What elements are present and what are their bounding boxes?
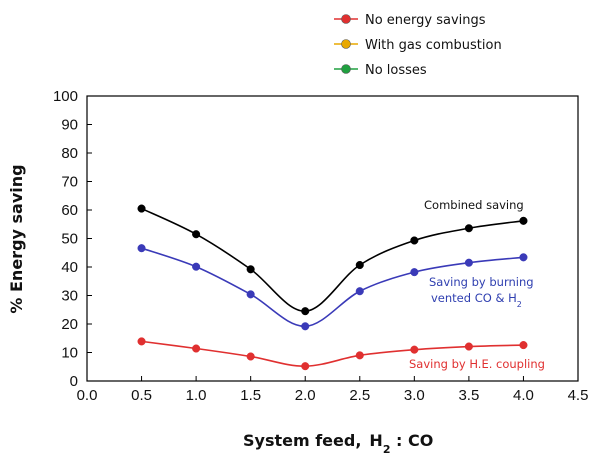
legend-label-no-losses: No losses: [365, 63, 427, 78]
series-group: [137, 204, 528, 371]
annotation-saving-by-he-coupling: Saving by H.E. coupling: [409, 357, 545, 371]
x-tick-label: 2.0: [295, 387, 316, 404]
legend-marker-orange: [341, 39, 351, 49]
series-combined-saving-line: [141, 207, 524, 312]
series-saving-by-burning-point: [301, 322, 310, 331]
y-tick-label: 60: [61, 202, 78, 219]
y-tick-label: 90: [61, 117, 78, 134]
series-saving-by-he-coupling-point: [137, 337, 146, 346]
series-saving-by-he-coupling-point: [519, 341, 528, 350]
legend-marker-red: [341, 14, 351, 24]
y-tick-label: 30: [61, 288, 78, 305]
series-combined-saving-point: [464, 224, 473, 233]
axis-ticks: 0.0 0.5 1.0 1.5 2.0 2.5 3.0 3.5 4.0 4.5 0 10 20 30 40 5…: [53, 88, 588, 404]
y-tick-label: 50: [61, 231, 78, 248]
series-saving-by-burning-point: [519, 253, 528, 262]
x-tick-label: 1.5: [240, 387, 261, 404]
x-tick-label: 4.5: [568, 387, 589, 404]
legend-label-no-energy-savings: No energy savings: [365, 13, 486, 28]
series-saving-by-burning-line: [141, 247, 524, 328]
series-saving-by-burning-point: [192, 262, 201, 271]
series-combined-saving-point: [137, 204, 146, 213]
y-tick-label: 0: [70, 373, 78, 390]
legend: No energy savings With gas combustion No…: [334, 13, 502, 78]
series-combined-saving-point: [519, 216, 528, 225]
series-saving-by-burning-point: [410, 268, 419, 277]
legend-marker-green: [341, 64, 351, 74]
series-combined-saving-point: [355, 260, 364, 270]
annotation-saving-by-burning: Saving by burning: [429, 275, 534, 289]
y-tick-label: 40: [61, 259, 78, 276]
legend-item-no-losses: No losses: [334, 63, 427, 78]
series-saving-by-he-coupling-point: [301, 362, 310, 371]
series-saving-by-burning-point: [355, 287, 364, 296]
x-tick-label: 1.0: [186, 387, 207, 404]
series-saving-by-burning-point: [464, 258, 473, 267]
series-saving-by-he-coupling-line: [141, 340, 524, 367]
legend-label-with-gas-combustion: With gas combustion: [365, 38, 502, 53]
plot-frame: [86, 95, 579, 382]
annotation-combined-saving: Combined saving: [424, 198, 524, 212]
series-saving-by-he-coupling-point: [464, 342, 473, 351]
annotation-vented-co-h2: vented CO & H2: [431, 291, 522, 309]
series-combined-saving-point: [410, 236, 419, 245]
y-axis-title: % Energy saving: [7, 164, 26, 313]
x-tick-label: 0.5: [131, 387, 152, 404]
x-tick-label: 2.5: [349, 387, 370, 404]
y-tick-label: 100: [53, 88, 78, 105]
series-combined-saving-point: [192, 230, 201, 239]
legend-item-with-gas-combustion: With gas combustion: [334, 38, 502, 53]
y-tick-label: 20: [61, 316, 78, 333]
series-saving-by-he-coupling-point: [355, 351, 364, 360]
y-tick-label: 10: [61, 345, 78, 362]
x-axis-title: System feed, H2 : CO: [243, 431, 433, 453]
series-saving-by-he-coupling-point: [410, 345, 419, 354]
series-combined-saving-point: [301, 307, 310, 316]
series-saving-by-burning-point: [137, 244, 146, 253]
x-tick-label: 0.0: [77, 387, 98, 404]
y-tick-label: 80: [61, 145, 78, 162]
series-combined-saving-point: [246, 265, 255, 274]
series-saving-by-he-coupling-point: [192, 344, 201, 353]
x-tick-label: 4.0: [513, 387, 534, 404]
series-saving-by-burning-point: [246, 290, 255, 299]
x-tick-label: 3.5: [458, 387, 479, 404]
legend-item-no-energy-savings: No energy savings: [334, 13, 486, 28]
x-tick-label: 3.0: [404, 387, 425, 404]
series-saving-by-he-coupling-point: [246, 352, 255, 361]
y-tick-label: 70: [61, 174, 78, 191]
